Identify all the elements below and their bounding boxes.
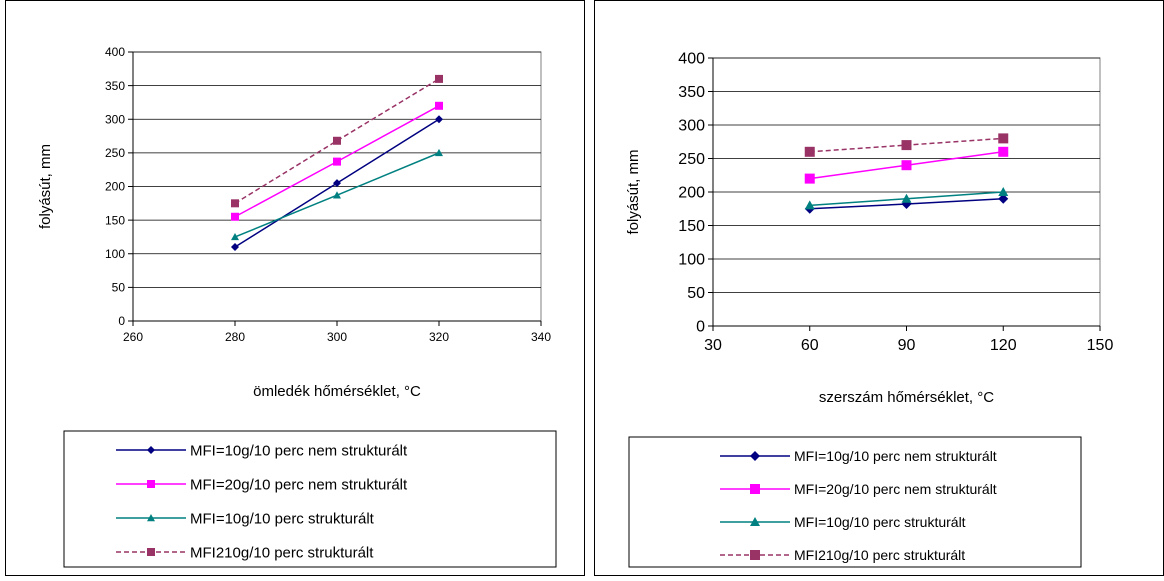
left-chart-series-3-point — [435, 148, 443, 157]
chart-right-svg: 0 50 100 150 200 250 300 350 400 30 60 90 120 150 szer… — [625, 51, 1114, 568]
left-chart-series-2-point — [231, 212, 239, 221]
chart-panel-right: 0 50 100 150 200 250 300 350 400 30 60 90 120 150 szer… — [594, 0, 1164, 576]
right-chart-series-3-point — [804, 200, 815, 210]
left-chart-y-tick-label: 50 — [112, 281, 126, 295]
left-chart-x-tick-label: 260 — [123, 330, 143, 344]
right-chart-series-3-point — [901, 193, 912, 203]
right-chart-y-tick-label: 100 — [678, 252, 705, 269]
left-chart-legend-marker-1 — [147, 446, 155, 454]
left-chart-series-2-point — [435, 101, 443, 110]
left-chart-series-2-point — [333, 157, 341, 166]
left-chart-y-tick-label: 350 — [105, 79, 125, 93]
right-chart-series-2-point — [998, 146, 1009, 157]
left-chart-series-1-point — [231, 243, 239, 252]
right-chart-series-2-point — [804, 173, 815, 184]
right-chart-series-4-point — [901, 140, 912, 151]
left-chart-x-tick-label: 280 — [225, 330, 245, 344]
left-chart-series-4-point — [231, 199, 239, 208]
right-chart-series-1-point — [998, 193, 1009, 204]
right-chart-y-tick-label: 250 — [678, 151, 705, 168]
right-chart-x-axis-title: szerszám hőmérséklet, °C — [819, 389, 994, 406]
right-chart-legend-label-4: MFI210g/10 perc strukturált — [794, 547, 965, 563]
right-chart-legend-marker-4 — [750, 550, 760, 560]
right-chart-y-tick-label: 400 — [678, 51, 705, 68]
left-chart-x-tick-label: 320 — [429, 330, 449, 344]
right-chart-y-tick-label: 200 — [678, 185, 705, 202]
left-chart-legend-label-4: MFI210g/10 perc strukturált — [190, 544, 374, 561]
right-chart-x-tick-label: 90 — [898, 337, 916, 354]
left-chart-legend-marker-4 — [147, 548, 155, 556]
left-chart-y-axis-title: folyásút, mm — [37, 144, 54, 229]
right-chart-y-tick-label: 300 — [678, 118, 705, 135]
chart-panel-left: 0 50 100 150 200 250 300 350 400 260 280 300 320 340 ö… — [5, 0, 585, 576]
left-chart-y-tick-label: 150 — [105, 213, 125, 227]
right-chart-series-4-point — [998, 133, 1009, 144]
left-chart-series-4-point — [435, 74, 443, 83]
right-chart-x-tick-label: 150 — [1087, 337, 1114, 354]
right-chart-legend — [628, 436, 1082, 568]
right-chart-x-tick-label: 30 — [704, 337, 722, 354]
right-chart-x-tick-label: 60 — [801, 337, 819, 354]
left-chart-x-tick-label: 300 — [327, 330, 347, 344]
right-chart-series-3-point — [998, 187, 1009, 196]
left-chart-y-tick-label: 0 — [118, 314, 125, 328]
right-chart-y-tick-label: 150 — [678, 218, 705, 235]
right-chart-legend-label-1: MFI=10g/10 perc nem strukturált — [794, 448, 997, 464]
right-chart-y-tick-label: 0 — [696, 319, 705, 336]
right-chart-legend-label-3: MFI=10g/10 perc strukturált — [794, 514, 966, 530]
right-chart-legend-marker-1 — [750, 451, 760, 461]
left-chart-legend-label-2: MFI=20g/10 perc nem strukturált — [190, 476, 408, 493]
right-chart-series-2-point — [901, 160, 912, 171]
left-chart-series-3-point — [333, 191, 341, 199]
right-chart-y-tick-label: 350 — [678, 84, 705, 101]
right-chart-legend-marker-2 — [750, 484, 760, 494]
right-chart-x-tick-label: 120 — [990, 337, 1017, 354]
left-chart-legend — [63, 430, 557, 568]
left-chart-series-4-point — [333, 136, 341, 145]
chart-left-svg: 0 50 100 150 200 250 300 350 400 260 280 300 320 340 ö… — [37, 45, 557, 568]
left-chart-legend-marker-3 — [147, 514, 155, 522]
left-chart-y-tick-label: 200 — [105, 180, 125, 194]
left-chart-y-tick-label: 100 — [105, 247, 125, 261]
left-chart-y-tick-label: 300 — [105, 112, 125, 126]
left-chart-legend-label-3: MFI=10g/10 perc strukturált — [190, 510, 375, 527]
left-chart-legend-label-1: MFI=10g/10 perc nem strukturált — [190, 442, 408, 459]
right-chart-y-tick-label: 50 — [687, 285, 705, 302]
left-chart-series-1-point — [333, 179, 341, 188]
left-chart-series-1-point — [435, 115, 443, 124]
left-chart-x-tick-label: 340 — [531, 330, 551, 344]
left-chart-x-axis-title: ömledék hőmérséklet, °C — [253, 383, 421, 400]
left-chart-legend-marker-2 — [147, 480, 155, 488]
right-chart-y-axis-title: folyásút, mm — [625, 149, 642, 234]
right-chart-legend-label-2: MFI=20g/10 perc nem strukturált — [794, 481, 997, 497]
right-chart-series-4-point — [804, 146, 815, 157]
right-chart-legend-marker-3 — [750, 517, 760, 526]
left-chart-series-3-point — [231, 232, 239, 241]
left-chart-y-tick-label: 250 — [105, 146, 125, 160]
left-chart-y-tick-label: 400 — [105, 45, 125, 59]
